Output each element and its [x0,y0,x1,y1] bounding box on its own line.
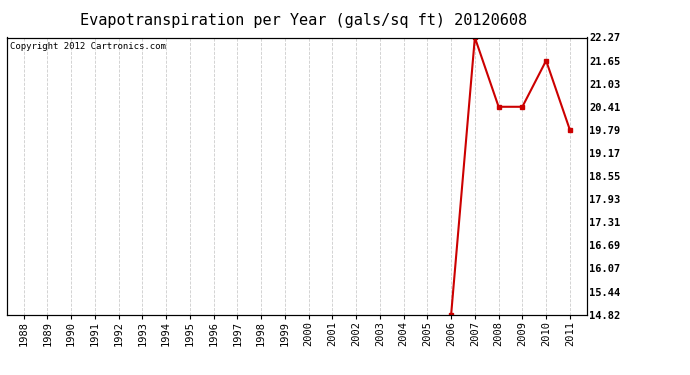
Text: Evapotranspiration per Year (gals/sq ft) 20120608: Evapotranspiration per Year (gals/sq ft)… [80,13,527,28]
Text: Copyright 2012 Cartronics.com: Copyright 2012 Cartronics.com [10,42,166,51]
